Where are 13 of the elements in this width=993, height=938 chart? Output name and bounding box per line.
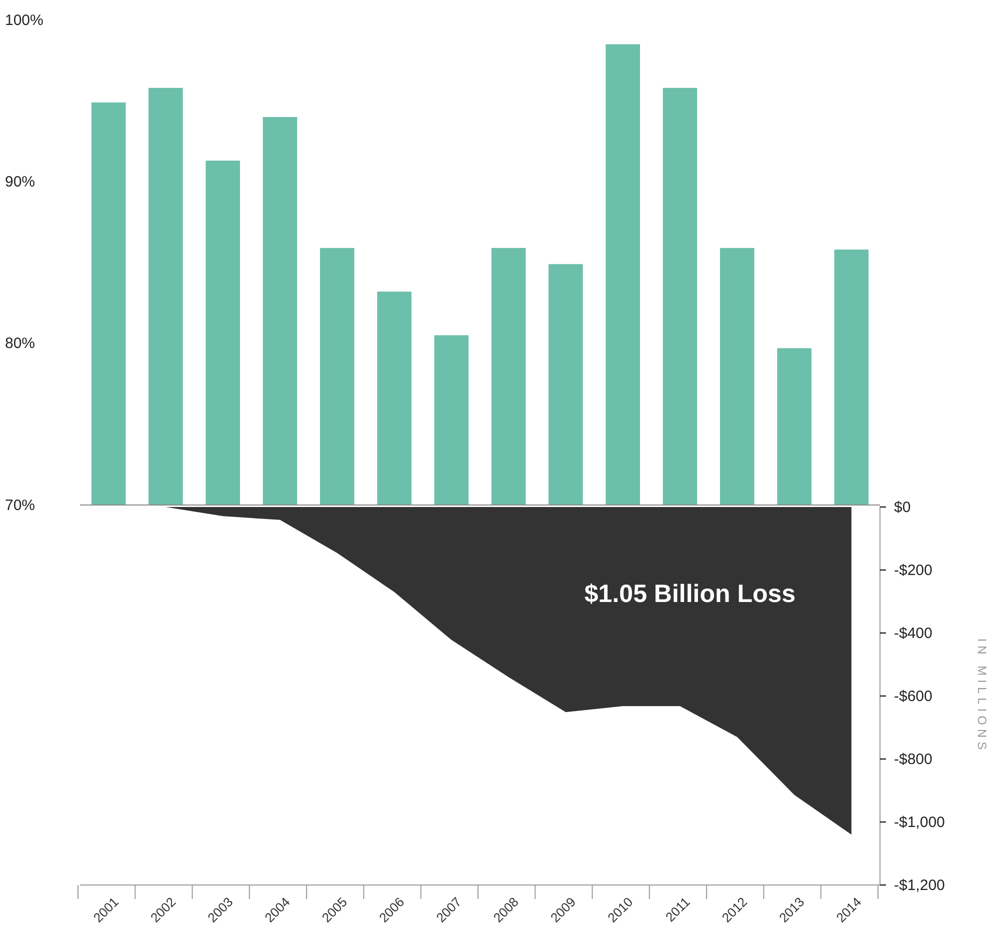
y-tick-label: -$1,000	[894, 814, 945, 831]
y-tick-label: -$1,200	[894, 876, 945, 894]
y-tick-label: 80%	[5, 335, 36, 352]
y-tick-label: -$200	[894, 562, 932, 579]
y-tick-label: 70%	[5, 496, 36, 514]
y-tick-label: -$600	[894, 688, 932, 705]
y-tick-label: -$400	[894, 624, 932, 642]
y-tick-label: 90%	[5, 173, 36, 190]
y-tick-label: $0	[894, 498, 911, 516]
y-tick-label: -$800	[894, 750, 932, 768]
y-tick-label: 100%	[5, 12, 44, 29]
y-axis-title: IN MILLIONS	[975, 638, 989, 754]
annotation: $1.05 Billion Loss	[584, 580, 796, 608]
